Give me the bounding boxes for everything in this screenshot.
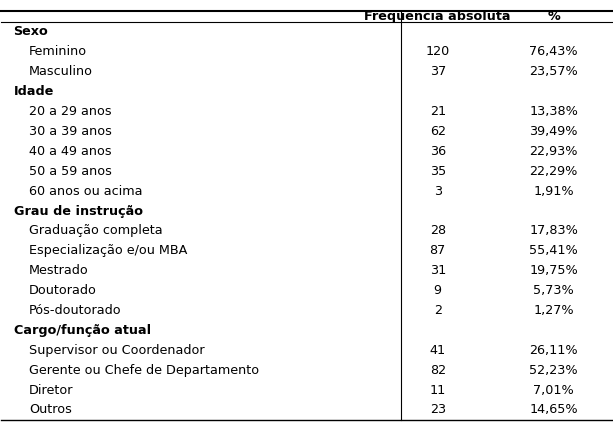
Text: 1,27%: 1,27% <box>533 304 574 317</box>
Text: Masculino: Masculino <box>29 65 93 78</box>
Text: 17,83%: 17,83% <box>529 224 578 238</box>
Text: 7,01%: 7,01% <box>533 384 574 396</box>
Text: 40 a 49 anos: 40 a 49 anos <box>29 145 112 158</box>
Text: 22,93%: 22,93% <box>530 145 578 158</box>
Text: Supervisor ou Coordenador: Supervisor ou Coordenador <box>29 344 205 357</box>
Text: 87: 87 <box>430 244 446 257</box>
Text: 5,73%: 5,73% <box>533 284 574 297</box>
Text: 23: 23 <box>430 403 446 417</box>
Text: Idade: Idade <box>13 85 54 98</box>
Text: 20 a 29 anos: 20 a 29 anos <box>29 105 112 118</box>
Text: 52,23%: 52,23% <box>530 364 578 377</box>
Text: Outros: Outros <box>29 403 72 417</box>
Text: Doutorado: Doutorado <box>29 284 97 297</box>
Text: 39,49%: 39,49% <box>530 125 578 138</box>
Text: 9: 9 <box>434 284 442 297</box>
Text: 11: 11 <box>430 384 446 396</box>
Text: 22,29%: 22,29% <box>530 165 578 178</box>
Text: Graduação completa: Graduação completa <box>29 224 162 238</box>
Text: 2: 2 <box>434 304 442 317</box>
Text: 62: 62 <box>430 125 446 138</box>
Text: Cargo/função atual: Cargo/função atual <box>13 324 151 337</box>
Text: 28: 28 <box>430 224 446 238</box>
Text: 19,75%: 19,75% <box>529 264 578 277</box>
Text: 14,65%: 14,65% <box>530 403 578 417</box>
Text: Sexo: Sexo <box>13 26 48 38</box>
Text: Pós-doutorado: Pós-doutorado <box>29 304 121 317</box>
Text: 82: 82 <box>430 364 446 377</box>
Text: Gerente ou Chefe de Departamento: Gerente ou Chefe de Departamento <box>29 364 259 377</box>
Text: 55,41%: 55,41% <box>529 244 578 257</box>
Text: 23,57%: 23,57% <box>529 65 578 78</box>
Text: 21: 21 <box>430 105 446 118</box>
Text: 1,91%: 1,91% <box>533 185 574 198</box>
Text: Especialização e/ou MBA: Especialização e/ou MBA <box>29 244 187 257</box>
Text: 26,11%: 26,11% <box>530 344 578 357</box>
Text: 120: 120 <box>425 45 450 59</box>
Text: %: % <box>547 10 560 23</box>
Text: 36: 36 <box>430 145 446 158</box>
Text: Grau de instrução: Grau de instrução <box>13 205 143 217</box>
Text: 50 a 59 anos: 50 a 59 anos <box>29 165 112 178</box>
Text: 31: 31 <box>430 264 446 277</box>
Text: Feminino: Feminino <box>29 45 87 59</box>
Text: 76,43%: 76,43% <box>530 45 578 59</box>
Text: 37: 37 <box>430 65 446 78</box>
Text: 3: 3 <box>433 185 442 198</box>
Text: 30 a 39 anos: 30 a 39 anos <box>29 125 112 138</box>
Text: 13,38%: 13,38% <box>529 105 578 118</box>
Text: 60 anos ou acima: 60 anos ou acima <box>29 185 142 198</box>
Text: Diretor: Diretor <box>29 384 74 396</box>
Text: Mestrado: Mestrado <box>29 264 89 277</box>
Text: 41: 41 <box>430 344 446 357</box>
Text: Frequência absoluta: Frequência absoluta <box>365 10 511 23</box>
Text: 35: 35 <box>430 165 446 178</box>
